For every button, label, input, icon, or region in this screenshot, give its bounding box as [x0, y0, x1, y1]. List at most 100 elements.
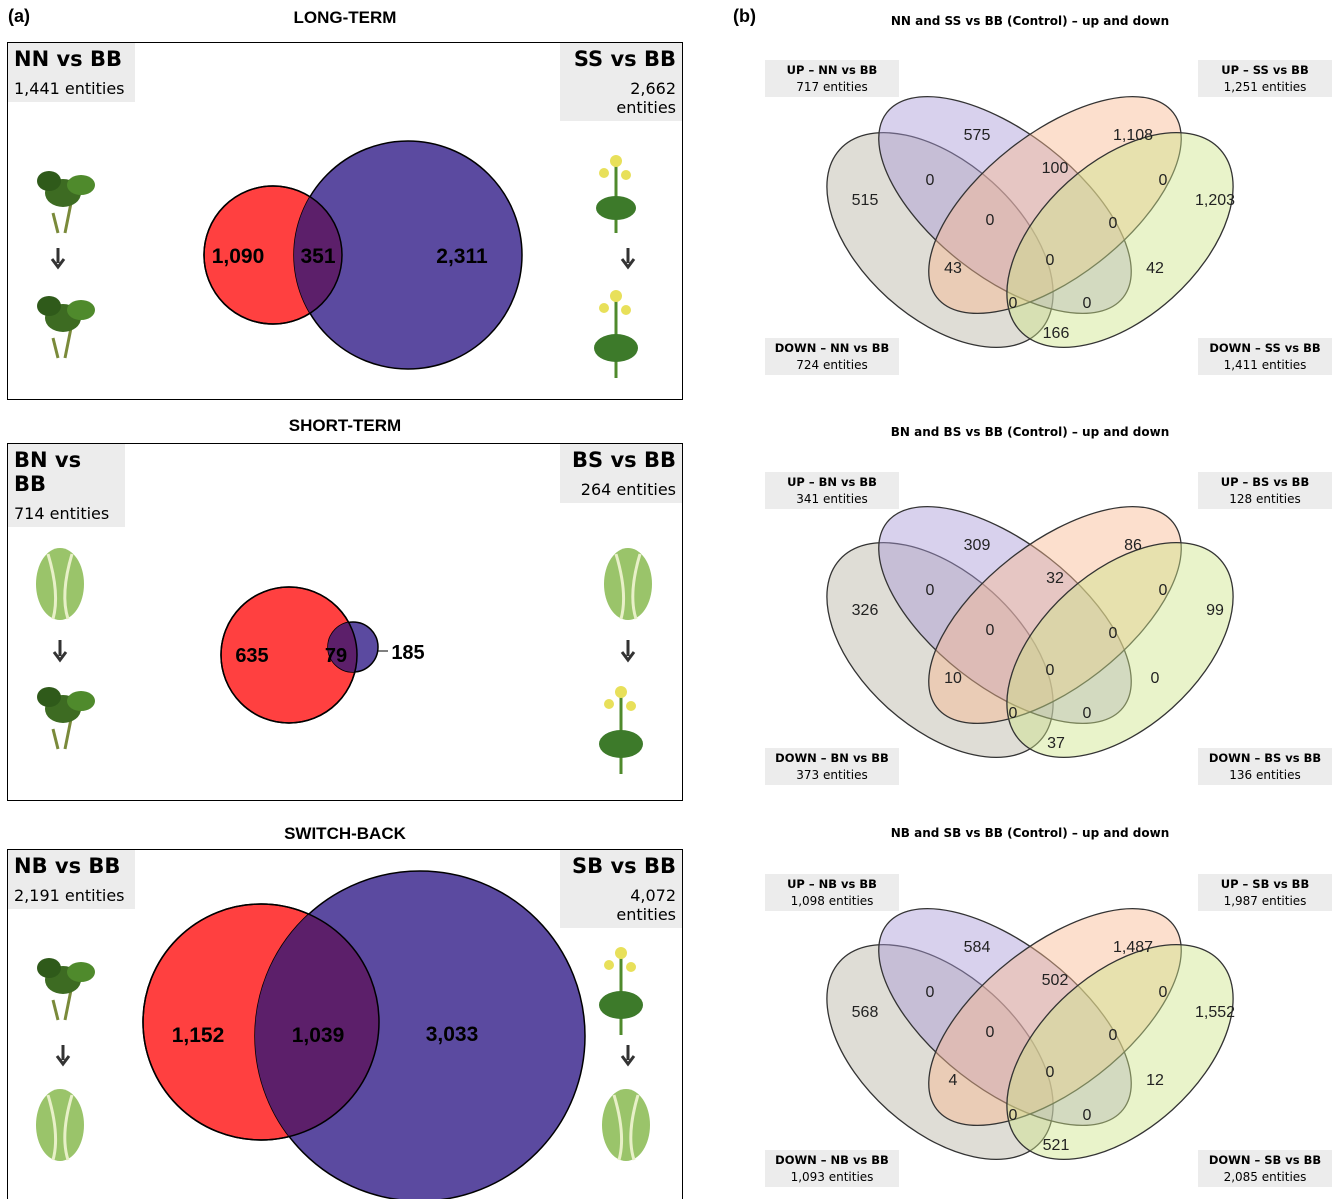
arrow-down-icon: [52, 248, 64, 267]
plant-icon: [599, 686, 643, 774]
region-count-cd: 0: [1159, 582, 1168, 599]
region-count-abd: 0: [1083, 705, 1092, 722]
long-term-venn: 1,090 351 2,311: [8, 43, 682, 399]
region-count-c: 1,487: [1113, 939, 1153, 956]
region-count-b: 584: [964, 939, 991, 956]
region-count-cd: 0: [1159, 172, 1168, 189]
arrow-down-icon: [57, 1045, 69, 1064]
set-entities: 1,251 entities: [1202, 80, 1328, 94]
arrow-down-icon: [622, 248, 634, 267]
region-count-bc: 32: [1046, 570, 1064, 587]
region-count-ab: 0: [926, 984, 935, 1001]
only-left-count: 1,090: [212, 245, 265, 268]
region-count-d: 1,203: [1195, 192, 1235, 209]
switch-back-venn: 1,152 1,039 3,033: [8, 850, 682, 1199]
region-count-abc: 0: [986, 622, 995, 639]
plant-icon: [594, 290, 638, 378]
venn-2-title: BN and BS vs BB (Control) – up and down: [760, 425, 1300, 439]
cabbage-icon: [36, 1089, 84, 1161]
only-right-count: 3,033: [426, 1023, 479, 1046]
plant-icon: [596, 155, 636, 233]
region-count-acd: 0: [1009, 705, 1018, 722]
region-count-bc: 502: [1042, 972, 1069, 989]
only-right-count: 2,311: [436, 245, 488, 268]
venn-1-title: NN and SS vs BB (Control) – up and down: [760, 14, 1300, 28]
region-count-abc: 0: [986, 1024, 995, 1041]
cabbage-icon: [602, 1089, 650, 1161]
long-term-box: NN vs BB 1,441 entities SS vs BB 2,662 e…: [7, 42, 683, 400]
region-count-acd: 0: [1009, 1107, 1018, 1124]
region-count-c: 1,108: [1113, 127, 1153, 144]
region-count-abd: 0: [1083, 1107, 1092, 1124]
region-count-ad: 521: [1043, 1137, 1070, 1154]
arrow-down-icon: [54, 640, 66, 660]
region-count-bd: 42: [1146, 260, 1164, 277]
overlap-count: 79: [325, 645, 347, 667]
venn-2-set-b-label: UP – BS vs BB 128 entities: [1198, 472, 1332, 509]
set-entities: 1,098 entities: [769, 894, 895, 908]
region-count-ac: 10: [944, 670, 962, 687]
set-name: UP – BN vs BB: [769, 475, 895, 489]
only-right-count: 185: [391, 642, 424, 664]
panel-b-letter: (b): [733, 6, 756, 27]
venn-3-title: NB and SB vs BB (Control) – up and down: [760, 826, 1300, 840]
set-entities: 717 entities: [769, 80, 895, 94]
region-count-bc: 100: [1042, 160, 1069, 177]
region-count-abcd: 0: [1046, 252, 1055, 269]
set-entities: 128 entities: [1202, 492, 1328, 506]
region-count-a: 326: [852, 602, 879, 619]
region-count-bcd: 0: [1109, 625, 1118, 642]
region-count-cd: 0: [1159, 984, 1168, 1001]
plant-icon: [37, 171, 95, 233]
plant-icon: [37, 687, 95, 749]
plant-icon: [37, 958, 95, 1020]
only-left-count: 1,152: [172, 1024, 225, 1047]
plant-icon: [37, 296, 95, 358]
region-count-b: 575: [964, 127, 991, 144]
set-name: UP – SS vs BB: [1202, 63, 1328, 77]
overlap-count: 351: [300, 245, 335, 268]
region-count-b: 309: [964, 537, 991, 554]
region-count-bcd: 0: [1109, 1027, 1118, 1044]
set-name: UP – SB vs BB: [1202, 877, 1328, 891]
venn-2-set-a-label: UP – BN vs BB 341 entities: [765, 472, 899, 509]
region-count-a: 515: [852, 192, 879, 209]
set-name: UP – BS vs BB: [1202, 475, 1328, 489]
set-name: UP – NB vs BB: [769, 877, 895, 891]
region-count-abd: 0: [1083, 295, 1092, 312]
region-count-ad: 166: [1043, 325, 1070, 342]
plant-icon: [599, 947, 643, 1035]
set-entities: 1,987 entities: [1202, 894, 1328, 908]
only-left-count: 635: [235, 645, 268, 667]
arrow-down-icon: [622, 1045, 634, 1064]
venn-3-set-a-label: UP – NB vs BB 1,098 entities: [765, 874, 899, 911]
region-count-abc: 0: [986, 212, 995, 229]
venn-3-set-b-label: UP – SB vs BB 1,987 entities: [1198, 874, 1332, 911]
long-term-title: LONG-TERM: [195, 8, 495, 28]
cabbage-icon: [36, 548, 84, 620]
arrow-down-icon: [622, 640, 634, 660]
short-term-title: SHORT-TERM: [195, 416, 495, 436]
region-count-d: 1,552: [1195, 1004, 1235, 1021]
region-count-c: 86: [1124, 537, 1142, 554]
switch-back-title: SWITCH-BACK: [195, 824, 495, 844]
region-count-bcd: 0: [1109, 215, 1118, 232]
region-count-ab: 0: [926, 582, 935, 599]
venn-1-diagram: 515 575 1,108 1,203 0 100 0 0 0 43 42 0 0 0 166: [790, 95, 1270, 385]
region-count-d: 99: [1206, 602, 1224, 619]
venn-3-diagram: 568584 1,4871,552050200 04 1200 0521: [790, 907, 1270, 1197]
region-count-bd: 0: [1151, 670, 1160, 687]
set-name: UP – NN vs BB: [769, 63, 895, 77]
panel-a-letter: (a): [8, 6, 30, 27]
region-count-a: 568: [852, 1004, 879, 1021]
overlap-count: 1,039: [292, 1024, 345, 1047]
venn-2-diagram: 326 309 86 99 0 32 0 0 0 10 0 0 0 0 37: [790, 505, 1270, 795]
switch-back-box: NB vs BB 2,191 entities SB vs BB 4,072 e…: [7, 849, 683, 1199]
cabbage-icon: [604, 548, 652, 620]
venn-1-set-b-label: UP – SS vs BB 1,251 entities: [1198, 60, 1332, 97]
region-count-ad: 37: [1047, 735, 1065, 752]
region-count-acd: 0: [1009, 295, 1018, 312]
region-count-ac: 43: [944, 260, 962, 277]
short-term-venn: 635 79 185: [8, 444, 682, 800]
region-count-ab: 0: [926, 172, 935, 189]
